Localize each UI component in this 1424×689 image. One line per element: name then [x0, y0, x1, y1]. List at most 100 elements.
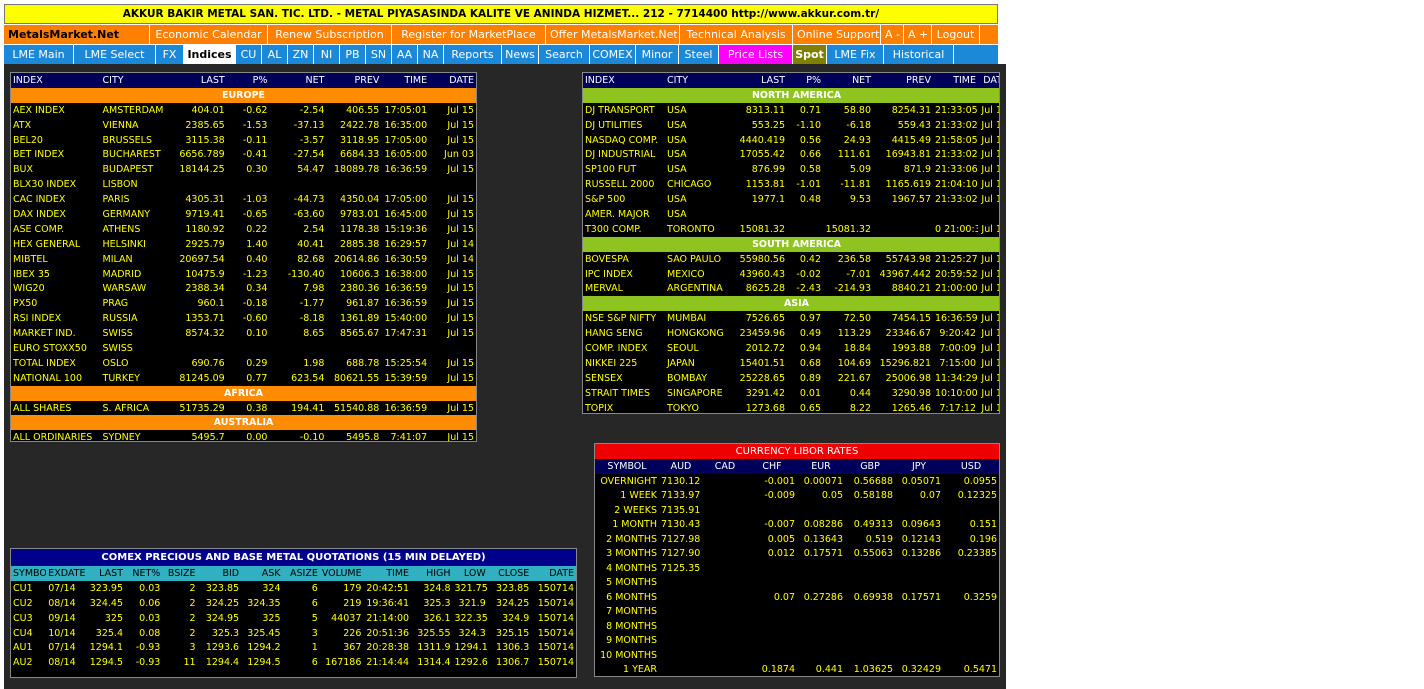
nav-lme-fix[interactable]: LME Fix	[827, 45, 884, 64]
cell: 3	[311, 627, 318, 639]
index-row[interactable]: HEX GENERAL HELSINKI 2925.79 1.40 40.41 2885.…	[11, 237, 476, 252]
nav-comex[interactable]: COMEX	[590, 45, 636, 64]
cell	[703, 561, 747, 576]
index-row[interactable]: SP100 FUT USA 876.99 0.58 5.09 871.9 21:33:06 J…	[583, 162, 999, 177]
comex-row[interactable]: CU4 10/14 325.4 0.08 2 325.3 325.45 3 226 20:51:3…	[11, 626, 576, 641]
nav-zn[interactable]: ZN	[288, 45, 314, 64]
currency-row[interactable]: 9 MONTHS	[595, 633, 999, 648]
index-row[interactable]: PX50 PRAG 960.1 -0.18 -1.77 961.87 16:36:59 Jul…	[11, 296, 476, 311]
index-row[interactable]: DJ TRANSPORT USA 8313.11 0.71 58.80 8254.31 21…	[583, 103, 999, 118]
index-row[interactable]: WIG20 WARSAW 2388.34 0.34 7.98 2380.36 16:36:5…	[11, 281, 476, 296]
menu-a[interactable]: A -	[881, 25, 904, 44]
currency-row[interactable]: 2 MONTHS 7127.98 0.005 0.13643 0.519 0.12143 0…	[595, 532, 999, 547]
nav-spot[interactable]: Spot	[793, 45, 827, 64]
nav-cu[interactable]: CU	[236, 45, 262, 64]
currency-row[interactable]: 10 MONTHS	[595, 648, 999, 663]
menu-metalsmarket-net[interactable]: MetalsMarket.Net	[4, 25, 150, 44]
menu-renew-subscription[interactable]: Renew Subscription	[268, 25, 392, 44]
index-name: TOPIX	[585, 402, 614, 414]
currency-row[interactable]: 6 MONTHS 0.07 0.27286 0.69938 0.17571 0.3259	[595, 590, 999, 605]
nav-al[interactable]: AL	[262, 45, 288, 64]
index-row[interactable]: NASDAQ COMP. USA 4440.419 0.56 24.93 4415.49 2…	[583, 133, 999, 148]
index-row[interactable]: S&P 500 USA 1977.1 0.48 9.53 1967.57 21:33:02 J…	[583, 192, 999, 207]
index-row[interactable]: MARKET IND. SWISS 8574.32 0.10 8.65 8565.67 17…	[11, 326, 476, 341]
nav-na[interactable]: NA	[418, 45, 444, 64]
index-row[interactable]: TOPIX TOKYO 1273.68 0.65 8.22 1265.46 7:17:12 J…	[583, 401, 999, 414]
index-row[interactable]: BET INDEX BUCHAREST 6656.789 -0.41 -27.54 668…	[11, 147, 476, 162]
nav-price-lists[interactable]: Price Lists	[719, 45, 793, 64]
menu-economic-calendar[interactable]: Economic Calendar	[150, 25, 268, 44]
index-row[interactable]: AEX INDEX AMSTERDAM 404.01 -0.62 -2.54 406.55…	[11, 103, 476, 118]
index-row[interactable]: MERVAL ARGENTINA 8625.28 -2.43 -214.93 8840.2…	[583, 281, 999, 296]
index-row[interactable]: STRAIT TIMES SINGAPORE 3291.42 0.01 0.44 3290…	[583, 386, 999, 401]
menu-offer-metalsmarket-net[interactable]: Offer MetalsMarket.Net	[546, 25, 680, 44]
index-row[interactable]: DJ INDUSTRIAL USA 17055.42 0.66 111.61 16943.…	[583, 147, 999, 162]
index-row[interactable]: ATX VIENNA 2385.65 -1.53 -37.13 2422.78 16:35:…	[11, 118, 476, 133]
nav-steel[interactable]: Steel	[679, 45, 719, 64]
currency-row[interactable]: 8 MONTHS	[595, 619, 999, 634]
index-row[interactable]: ALL ORDINARIES SYDNEY 5495.7 0.00 -0.10 5495.…	[11, 430, 476, 441]
index-row[interactable]: RSI INDEX RUSSIA 1353.71 -0.60 -8.18 1361.89 1…	[11, 311, 476, 326]
currency-row[interactable]: 1 WEEK 7133.97 -0.009 0.05 0.58188 0.07 0.1232…	[595, 488, 999, 503]
nav-reports[interactable]: Reports	[444, 45, 502, 64]
cell: 8574.32	[185, 328, 225, 340]
nav-search[interactable]: Search	[539, 45, 590, 64]
menu-technical-analysis[interactable]: Technical Analysis	[680, 25, 793, 44]
index-row[interactable]: BOVESPA SAO PAULO 55980.56 0.42 236.58 55743.…	[583, 252, 999, 267]
index-row[interactable]: SENSEX BOMBAY 25228.65 0.89 221.67 25006.98 11…	[583, 371, 999, 386]
nav-lme-main[interactable]: LME Main	[4, 45, 74, 64]
index-row[interactable]: NIKKEI 225 JAPAN 15401.51 0.68 104.69 15296.8…	[583, 356, 999, 371]
currency-row[interactable]: 1 YEAR 0.1874 0.441 1.03625 0.32429 0.5471	[595, 662, 999, 676]
currency-row[interactable]: 2 WEEKS 7135.91	[595, 503, 999, 518]
comex-row[interactable]: CU3 09/14 325 0.03 2 324.95 325 5 44037 21:14:00 3…	[11, 611, 576, 626]
currency-row[interactable]: OVERNIGHT 7130.12 -0.001 0.00071 0.56688 0.05…	[595, 474, 999, 489]
comex-row[interactable]: AU2 08/14 1294.5 -0.93 11 1294.4 1294.5 6 167186…	[11, 655, 576, 670]
index-row[interactable]: NSE S&P NIFTY MUMBAI 7526.65 0.97 72.50 7454.…	[583, 311, 999, 326]
menu-logout[interactable]: Logout	[932, 25, 980, 44]
nav-fx[interactable]: FX	[156, 45, 184, 64]
currency-row[interactable]: 7 MONTHS	[595, 604, 999, 619]
index-row[interactable]: COMP. INDEX SEOUL 2012.72 0.94 18.84 1993.88 7…	[583, 341, 999, 356]
menu-online-support[interactable]: Online Support	[793, 25, 881, 44]
nav-historical[interactable]: Historical	[884, 45, 954, 64]
comex-row[interactable]: AU1 07/14 1294.1 -0.93 3 1293.6 1294.2 1 367 20:2…	[11, 640, 576, 655]
index-row[interactable]: CAC INDEX PARIS 4305.31 -1.03 -44.73 4350.04 1…	[11, 192, 476, 207]
index-row[interactable]: NATIONAL 100 TURKEY 81245.09 0.77 623.54 8062…	[11, 371, 476, 386]
index-row[interactable]: HANG SENG HONGKONG 23459.96 0.49 113.29 23346…	[583, 326, 999, 341]
sponsor-banner[interactable]: AKKUR BAKIR METAL SAN. TIC. LTD. - METAL…	[4, 4, 998, 24]
index-row[interactable]: DJ UTILITIES USA 553.25 -1.10 -6.18 559.43 21:…	[583, 118, 999, 133]
cell: 20:51:36	[366, 627, 410, 639]
index-row[interactable]: T300 COMP. TORONTO 15081.32 15081.32 0 21:00…	[583, 222, 999, 237]
currency-row[interactable]: 5 MONTHS	[595, 575, 999, 590]
index-row[interactable]: BLX30 INDEX LISBON	[11, 177, 476, 192]
index-row[interactable]: IBEX 35 MADRID 10475.9 -1.23 -130.40 10606.3 1…	[11, 267, 476, 282]
index-row[interactable]: IPC INDEX MEXICO 43960.43 -0.02 -7.01 43967.4…	[583, 267, 999, 282]
index-row[interactable]: ASE COMP. ATHENS 1180.92 0.22 2.54 1178.38 15:…	[11, 222, 476, 237]
index-row[interactable]: BUX BUDAPEST 18144.25 0.30 54.47 18089.78 16:3…	[11, 162, 476, 177]
nav-sn[interactable]: SN	[366, 45, 392, 64]
currency-row[interactable]: 3 MONTHS 7127.90 0.012 0.17571 0.55063 0.1328…	[595, 546, 999, 561]
index-row[interactable]: BEL20 BRUSSELS 3115.38 -0.11 -3.57 3118.95 17:…	[11, 133, 476, 148]
index-row[interactable]: TOTAL INDEX OSLO 690.76 0.29 1.98 688.78 15:25…	[11, 356, 476, 371]
nav-aa[interactable]: AA	[392, 45, 418, 64]
nav-news[interactable]: News	[502, 45, 539, 64]
nav-indices[interactable]: Indices	[184, 45, 236, 64]
nav-ni[interactable]: NI	[314, 45, 340, 64]
nav-pb[interactable]: PB	[340, 45, 366, 64]
comex-row[interactable]: CU1 07/14 323.95 0.03 2 323.85 324 6 179 20:42:51…	[11, 581, 576, 596]
comex-row[interactable]: CU2 08/14 324.45 0.06 2 324.25 324.35 6 219 19:36…	[11, 596, 576, 611]
menu-register-for-marketplace[interactable]: Register for MarketPlace	[392, 25, 546, 44]
index-row[interactable]: RUSSELL 2000 CHICAGO 1153.81 -1.01 -11.81 116…	[583, 177, 999, 192]
currency-row[interactable]: 1 MONTH 7130.43 -0.007 0.08286 0.49313 0.0964…	[595, 517, 999, 532]
index-row[interactable]: MIBTEL MILAN 20697.54 0.40 82.68 20614.86 16:3…	[11, 252, 476, 267]
nav-minor[interactable]: Minor	[636, 45, 679, 64]
index-row[interactable]: DAX INDEX GERMANY 9719.41 -0.65 -63.60 9783.0…	[11, 207, 476, 222]
nav-lme-select[interactable]: LME Select	[74, 45, 156, 64]
index-row[interactable]: AMER. MAJOR USA	[583, 207, 999, 222]
cell: 81245.09	[179, 372, 225, 384]
index-row[interactable]: ALL SHARES S. AFRICA 51735.29 0.38 194.41 515…	[11, 401, 476, 416]
menu-a[interactable]: A +	[904, 25, 932, 44]
index-row[interactable]: EURO STOXX50 SWISS	[11, 341, 476, 356]
currency-row[interactable]: 4 MONTHS 7125.35	[595, 561, 999, 576]
